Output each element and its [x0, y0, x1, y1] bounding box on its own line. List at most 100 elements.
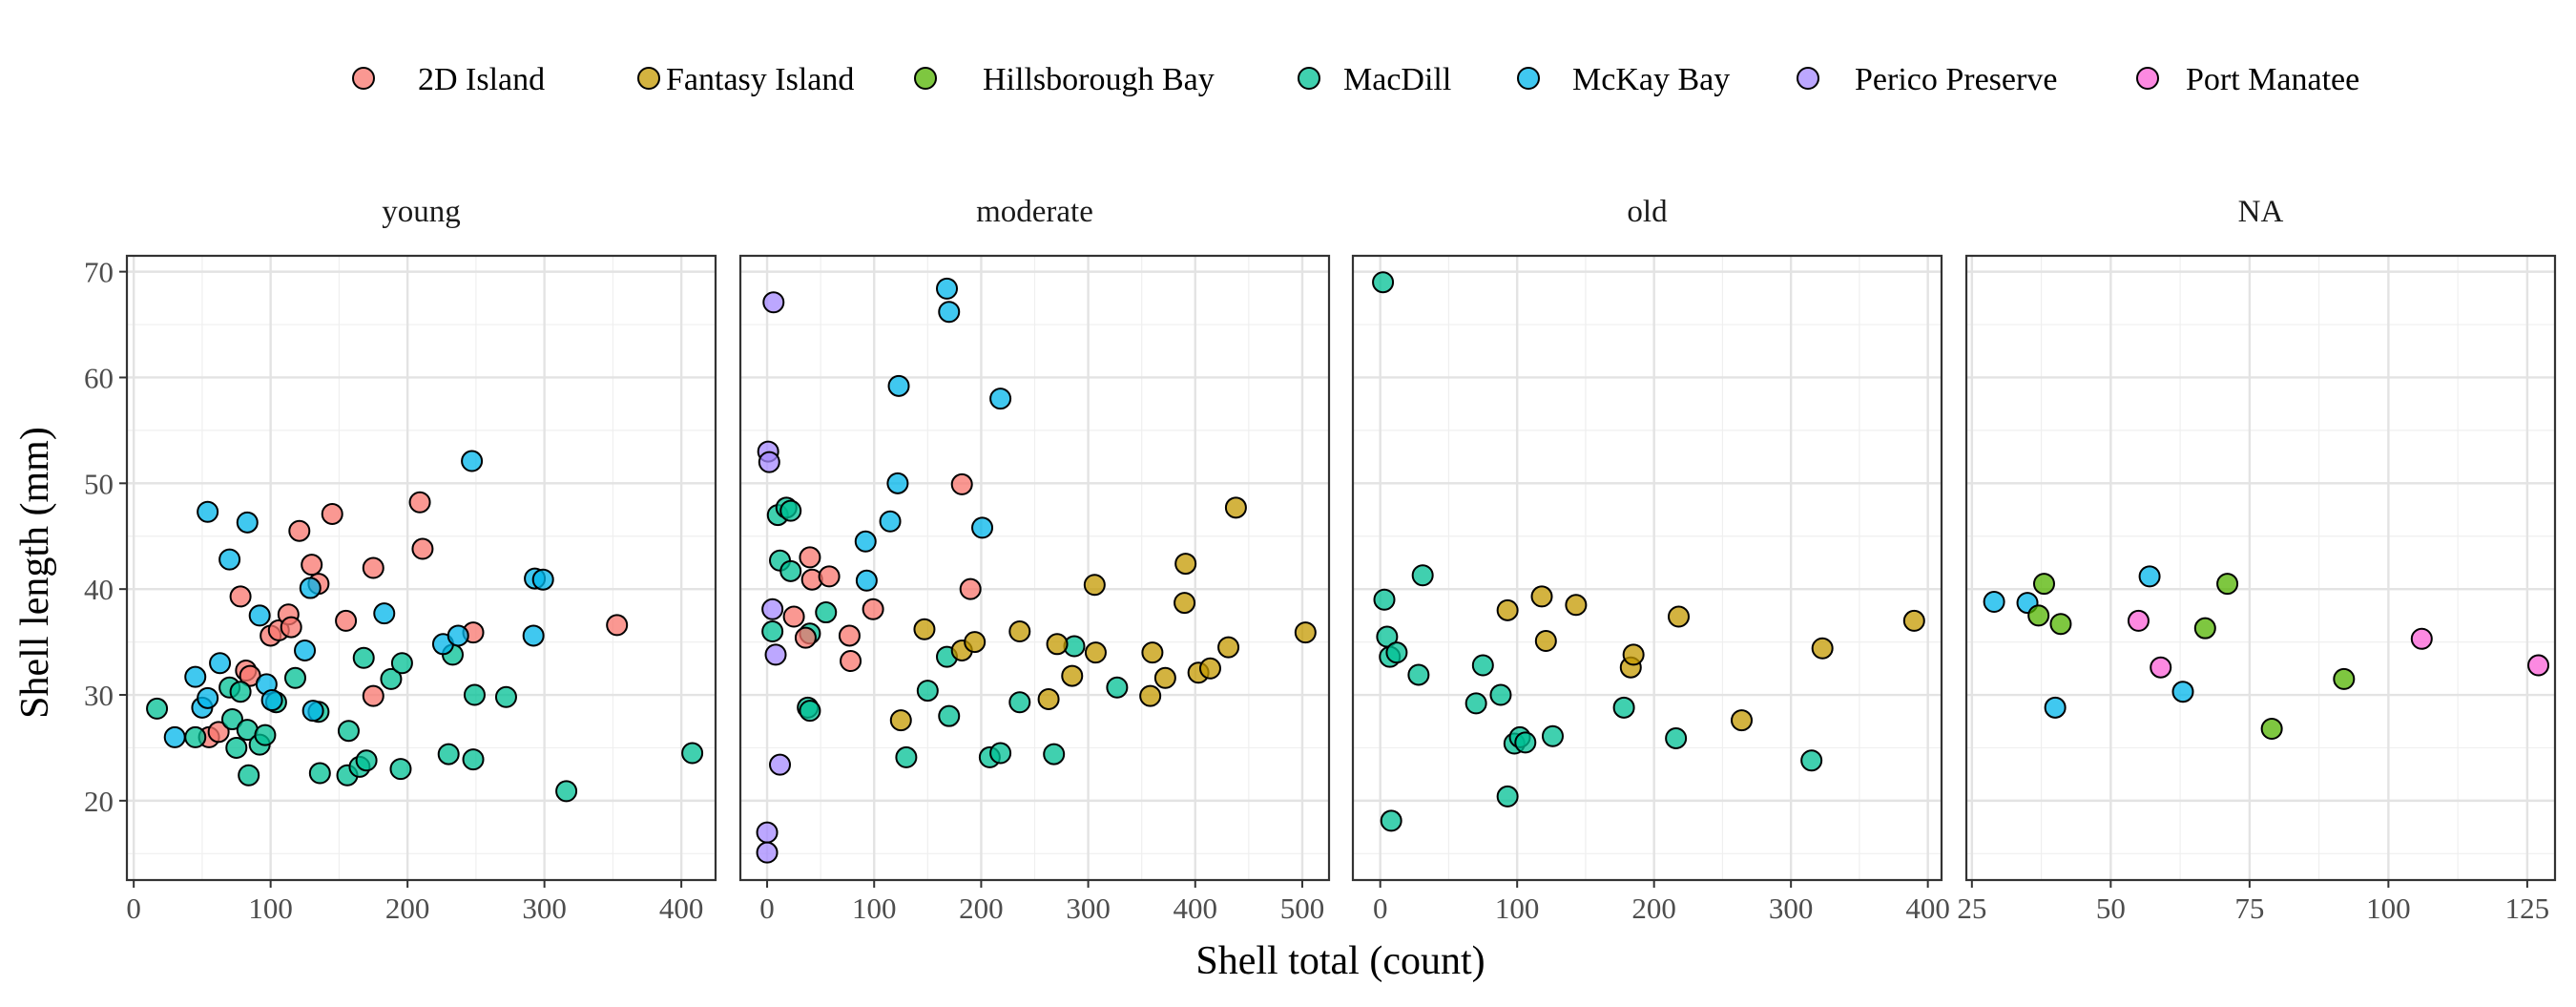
data-point [938, 301, 961, 324]
data-point [1622, 643, 1645, 666]
data-point [362, 684, 384, 707]
data-points [1983, 565, 2550, 740]
legend-item-perico-preserve: Perico Preserve [1797, 62, 2057, 97]
data-point [389, 758, 412, 781]
data-point [854, 530, 877, 553]
data-point [1541, 724, 1564, 747]
x-tick-label: 300 [1066, 892, 1111, 925]
data-point [916, 680, 939, 703]
data-point [1037, 687, 1060, 710]
data-point [373, 602, 396, 625]
data-point [1174, 592, 1196, 615]
data-point [606, 614, 629, 637]
data-point [184, 665, 207, 688]
data-point [461, 450, 484, 472]
data-point [184, 725, 207, 748]
data-point [886, 472, 909, 494]
data-point [248, 604, 271, 627]
x-tick-label: 200 [385, 892, 430, 925]
data-point [207, 721, 230, 744]
x-tick-label: 0 [1373, 892, 1388, 925]
data-point [260, 689, 283, 712]
data-point [799, 700, 821, 723]
y-axis-title: Shell length (mm) [13, 427, 57, 719]
data-point [840, 650, 862, 673]
legend-item-mckay-bay: McKay Bay [1517, 62, 1730, 97]
data-point [1153, 666, 1176, 689]
data-point [794, 626, 817, 649]
facet-title: moderate [976, 195, 1093, 229]
data-point [220, 708, 243, 731]
data-point [197, 686, 219, 709]
data-point [2527, 654, 2550, 677]
data-point [1174, 553, 1197, 576]
data-point [308, 762, 331, 785]
data-point [288, 519, 311, 542]
data-point [1411, 564, 1434, 587]
data-points [1372, 271, 1925, 832]
legend-label-perico-preserve: Perico Preserve [1855, 62, 2057, 97]
data-point [522, 624, 545, 647]
legend-key-2d-island [352, 67, 375, 90]
data-point [1800, 749, 1823, 772]
panel-background [127, 256, 716, 880]
data-point [1496, 598, 1519, 621]
data-point [1811, 637, 1834, 660]
data-point [1106, 676, 1129, 699]
x-tick-label: 400 [1174, 892, 1218, 925]
data-point [913, 618, 936, 640]
data-point [1534, 629, 1557, 652]
data-point [1008, 620, 1031, 643]
legend-item-macdill: MacDill [1298, 62, 1451, 97]
data-point [1514, 731, 1537, 754]
data-point [1083, 574, 1106, 597]
x-tick-label: 125 [2505, 892, 2550, 925]
data-point [758, 451, 780, 473]
data-point [1530, 585, 1553, 608]
data-point [1565, 594, 1588, 617]
data-point [1407, 663, 1430, 686]
data-point [989, 388, 1012, 410]
data-point [380, 667, 403, 690]
data-point [299, 577, 322, 599]
legend: 2D Island Fantasy Island Hillsborough Bay M… [352, 62, 2359, 97]
data-point [294, 639, 317, 661]
data-point [411, 537, 434, 560]
legend-label-2d-island: 2D Island [418, 62, 545, 97]
facet-title: young [382, 195, 461, 229]
x-tick-label: 400 [1905, 892, 1950, 925]
x-tick-label: 100 [852, 892, 897, 925]
x-tick-label: 500 [1280, 892, 1325, 925]
data-point [218, 548, 241, 571]
y-tick-label: 30 [84, 679, 114, 712]
data-point [1141, 641, 1164, 664]
legend-item-2d-island: 2D Island [352, 62, 545, 97]
facet-panel-na: NA 25 50 75 100 125 [1957, 195, 2557, 925]
data-point [818, 565, 841, 588]
facet-title: NA [2238, 195, 2284, 229]
legend-item-fantasy-island: Fantasy Island [637, 62, 854, 97]
data-point [1668, 605, 1691, 628]
data-point [756, 821, 779, 844]
data-point [889, 709, 912, 732]
data-point [855, 569, 878, 592]
data-point [1008, 691, 1031, 714]
data-point [209, 652, 232, 675]
data-points [146, 450, 704, 803]
x-tick-label: 100 [1495, 892, 1540, 925]
legend-key-macdill [1298, 67, 1320, 90]
data-point [964, 631, 987, 654]
data-point [1043, 743, 1066, 766]
panel-border [738, 254, 1331, 882]
data-point [761, 598, 784, 620]
facet-panel-old: old 0 100 200 300 400 [1351, 195, 1950, 925]
legend-key-fantasy-island [637, 67, 660, 90]
data-point [197, 500, 219, 523]
facet-title: old [1627, 195, 1668, 229]
data-point [887, 374, 910, 397]
x-axis: 0 100 200 300 400 [126, 880, 703, 925]
data-point [1731, 709, 1754, 732]
legend-label-fantasy-island: Fantasy Island [666, 62, 854, 97]
data-point [764, 643, 787, 666]
data-point [1612, 696, 1635, 719]
